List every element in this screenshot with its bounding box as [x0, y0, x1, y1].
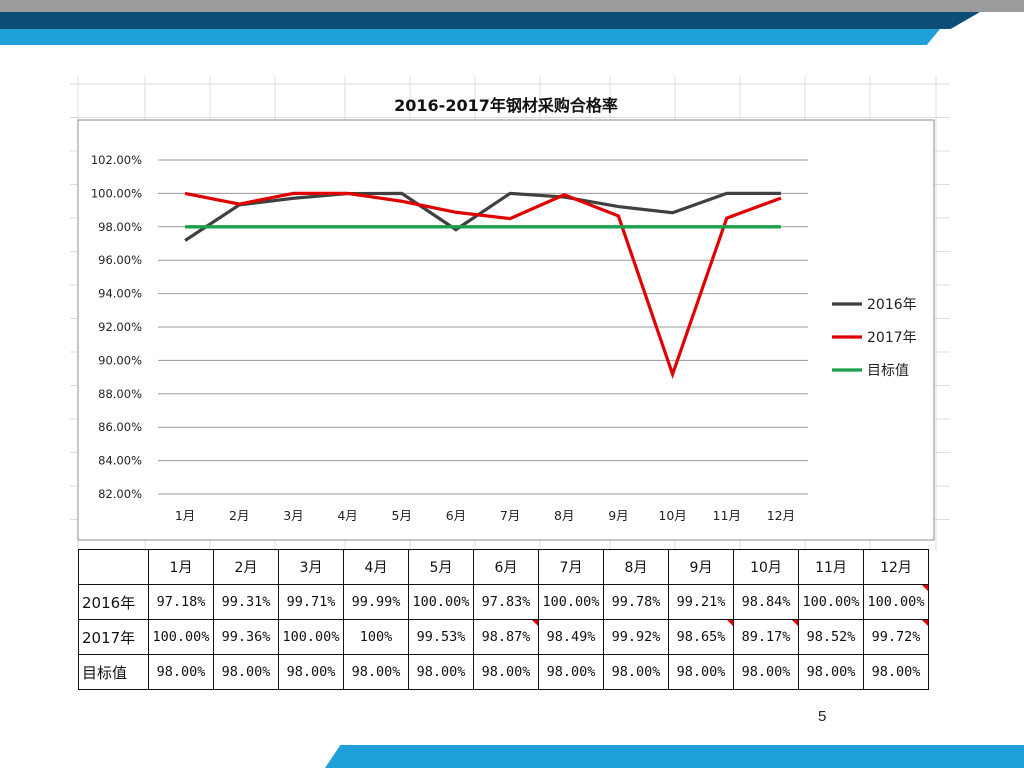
x-tick-label: 9月: [608, 508, 628, 523]
spreadsheet-area: 2016-2017年钢材采购合格率 82.00% 84.00% 86.00% 88.00…: [70, 76, 950, 696]
series-line-1: [184, 191, 781, 242]
y-tick-label: 96.00%: [98, 253, 142, 267]
table-cell: 99.53%: [408, 619, 474, 655]
x-tick-label: 12月: [767, 508, 795, 523]
table-row-label: 2017年: [78, 619, 149, 655]
table-cell: 98.00%: [213, 654, 279, 690]
chart-area: [77, 119, 935, 541]
table-header-cell: 2月: [213, 549, 279, 585]
table-header-cell: 5月: [408, 549, 474, 585]
top-gray-band: [0, 0, 1024, 12]
table-row: 2017年 100.00% 99.36% 100.00% 100% 99.53% 98.87…: [78, 619, 929, 655]
y-tick-label: 92.00%: [98, 320, 142, 334]
table-cell: 100.00%: [278, 619, 344, 655]
data-table: 1月 2月 3月 4月 5月 6月 7月 8月 9月 10月 11月 12月 2016年 97.18% 99…: [78, 549, 929, 690]
y-tick-label: 84.00%: [98, 454, 142, 468]
table-cell: 100.00%: [798, 584, 864, 620]
table-cell: 98.87%: [473, 619, 539, 655]
x-tick-label: 5月: [392, 508, 412, 523]
table-cell: 98.00%: [343, 654, 409, 690]
table-cell: 100.00%: [538, 584, 604, 620]
line-chart: 2016-2017年钢材采购合格率 82.00% 84.00% 86.00% 88.00…: [70, 76, 950, 551]
series-line-2: [184, 191, 782, 380]
chart-title: 2016-2017年钢材采购合格率: [394, 96, 618, 115]
x-tick-label: 2月: [229, 508, 249, 523]
y-tick-label: 98.00%: [98, 220, 142, 234]
table-cell: 98.52%: [798, 619, 864, 655]
table-cell: 99.92%: [603, 619, 669, 655]
table-cell: 98.84%: [733, 584, 799, 620]
table-header-cell: 10月: [733, 549, 799, 585]
table-cell: 98.00%: [668, 654, 734, 690]
y-tick-label: 86.00%: [98, 420, 142, 434]
table-cell: 98.00%: [863, 654, 929, 690]
x-tick-label: 10月: [658, 508, 686, 523]
x-tick-label: 8月: [554, 508, 574, 523]
legend-label: 目标值: [867, 363, 909, 379]
y-tick-label: 82.00%: [98, 487, 142, 501]
page-number: 5: [818, 708, 827, 725]
table-cell: 100.00%: [148, 619, 214, 655]
table-header-cell: 8月: [603, 549, 669, 585]
table-row: 2016年 97.18% 99.31% 99.71% 99.99% 100.00% 97.8…: [78, 584, 929, 620]
table-row: 目标值 98.00% 98.00% 98.00% 98.00% 98.00% 98.00% 9…: [78, 654, 929, 690]
table-row-label: 2016年: [78, 584, 149, 620]
legend-label: 2017年: [867, 330, 917, 346]
table-cell: 97.83%: [473, 584, 539, 620]
y-tick-label: 88.00%: [98, 387, 142, 401]
y-tick-label: 90.00%: [98, 353, 142, 367]
table-cell: 98.65%: [668, 619, 734, 655]
table-header-cell: 6月: [473, 549, 539, 585]
table-header-cell: 3月: [278, 549, 344, 585]
table-cell: 97.18%: [148, 584, 214, 620]
x-tick-label: 3月: [283, 508, 303, 523]
x-tick-label: 6月: [446, 508, 466, 523]
table-cell: 98.00%: [798, 654, 864, 690]
x-tick-label: 11月: [713, 508, 741, 523]
y-tick-label: 102.00%: [91, 153, 142, 167]
x-tick-label: 1月: [175, 508, 195, 523]
table-cell: 99.99%: [343, 584, 409, 620]
table-cell: 98.00%: [733, 654, 799, 690]
table-header-cell: 12月: [863, 549, 929, 585]
table-cell: 98.00%: [408, 654, 474, 690]
table-cell: 99.72%: [863, 619, 929, 655]
table-cell: 99.71%: [278, 584, 344, 620]
table-cell: 99.78%: [603, 584, 669, 620]
table-cell: 99.21%: [668, 584, 734, 620]
table-cell: 99.31%: [213, 584, 279, 620]
table-row-label: 目标值: [78, 654, 149, 690]
table-header-cell: 1月: [148, 549, 214, 585]
top-blue-band: [0, 29, 940, 45]
table-header-cell: 9月: [668, 549, 734, 585]
table-cell: 98.00%: [603, 654, 669, 690]
y-tick-label: 100.00%: [91, 186, 142, 200]
table-cell: 89.17%: [733, 619, 799, 655]
x-tick-label: 4月: [337, 508, 357, 523]
x-tick-label: 7月: [500, 508, 520, 523]
bottom-blue-band: [325, 745, 1024, 768]
y-tick-label: 94.00%: [98, 287, 142, 301]
table-cell: 98.00%: [538, 654, 604, 690]
table-cell: 98.00%: [473, 654, 539, 690]
table-cell: 100.00%: [408, 584, 474, 620]
table-cell: 100%: [343, 619, 409, 655]
legend-label: 2016年: [867, 297, 917, 313]
table-cell: 98.00%: [278, 654, 344, 690]
table-cell: 98.49%: [538, 619, 604, 655]
table-header-cell: 7月: [538, 549, 604, 585]
table-header-cell: 11月: [798, 549, 864, 585]
table-cell: 99.36%: [213, 619, 279, 655]
top-navy-band: [0, 12, 980, 29]
table-header-cell: 4月: [343, 549, 409, 585]
table-header-row: 1月 2月 3月 4月 5月 6月 7月 8月 9月 10月 11月 12月: [78, 549, 929, 585]
table-cell: 98.00%: [148, 654, 214, 690]
table-cell: 100.00%: [863, 584, 929, 620]
table-corner-cell: [78, 549, 149, 585]
